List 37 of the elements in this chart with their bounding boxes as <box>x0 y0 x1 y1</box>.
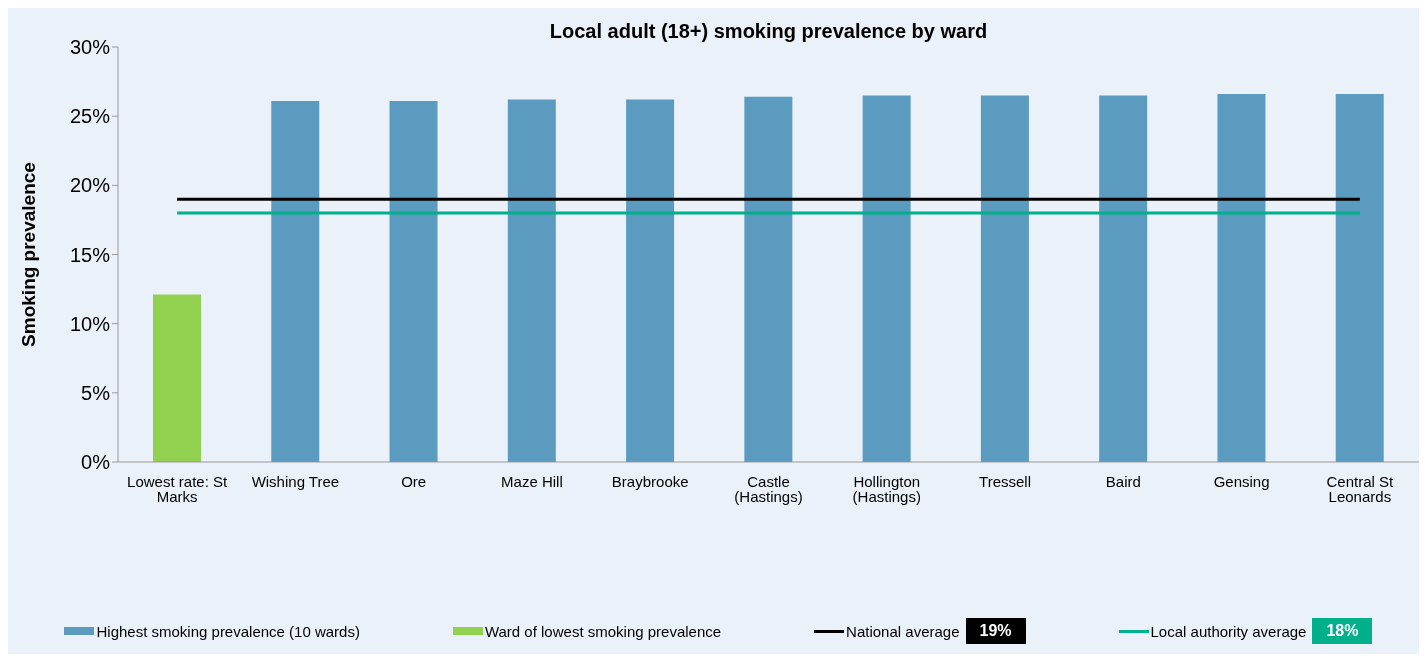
text: 18% <box>1312 618 1373 644</box>
legend-label: Local authority average <box>1150 622 1307 640</box>
bar <box>1217 94 1266 462</box>
bar <box>507 99 556 462</box>
legend-label: Highest smoking prevalence (10 wards) <box>96 622 360 640</box>
y-tick-label: 25% <box>69 105 111 128</box>
y-tick-label: 15% <box>69 243 111 266</box>
bar <box>271 100 320 462</box>
x-tick-label: Maze Hill <box>501 472 563 490</box>
x-tick-label: Castle (Hastings) <box>734 472 803 505</box>
chart-title: Local adult (18+) smoking prevalence by ward <box>549 20 988 42</box>
legend-label: Ward of lowest smoking prevalence <box>484 622 722 640</box>
bar <box>862 95 911 462</box>
x-tick-label: Braybrooke <box>611 472 689 490</box>
x-tick-label: Tressell <box>979 472 1032 490</box>
bar <box>153 294 201 462</box>
x-tick-label: Baird <box>1105 472 1141 490</box>
y-tick-label: 0% <box>81 451 111 474</box>
legend-label: National average <box>846 622 960 640</box>
text: 19% <box>965 618 1026 644</box>
bar <box>1099 95 1148 462</box>
x-tick-label: Hollington (Hastings) <box>852 472 921 505</box>
y-tick-label: 30% <box>69 36 111 59</box>
y-tick-label: 5% <box>81 381 111 404</box>
x-tick-label: Lowest rate: St Marks <box>127 472 228 505</box>
x-tick-label: Ore <box>401 472 427 490</box>
bar <box>389 100 438 462</box>
y-axis-title: Smoking prevalence <box>17 162 39 347</box>
x-tick-label: Gensing <box>1213 472 1270 490</box>
y-tick-label: 20% <box>69 174 111 197</box>
x-tick-label: Central St Leonards <box>1326 472 1395 505</box>
y-tick-label: 10% <box>69 312 111 335</box>
bar <box>626 99 675 462</box>
x-tick-label: Wishing Tree <box>251 472 340 490</box>
bar <box>1335 94 1384 462</box>
bar <box>980 95 1029 462</box>
bar <box>744 96 793 462</box>
